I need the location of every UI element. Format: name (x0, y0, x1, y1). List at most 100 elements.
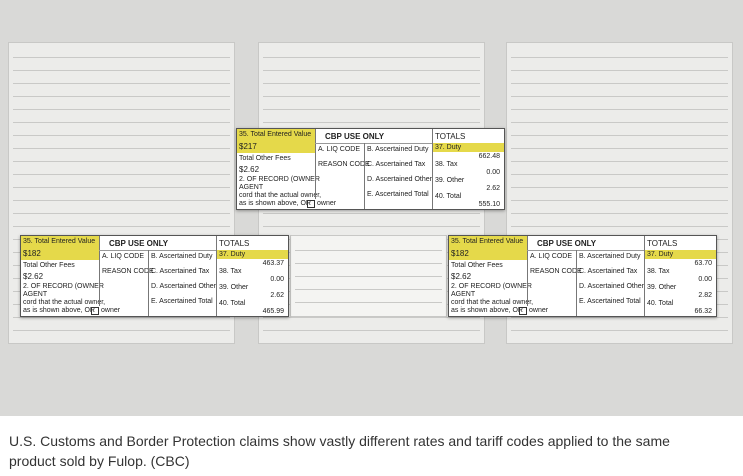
declaration: cord that the actual owner, (239, 192, 322, 199)
declaration: as is shown above, OR (239, 200, 311, 207)
field-label: AGENT (23, 291, 48, 298)
form-rule (13, 213, 230, 214)
field-label: 39. Other (435, 177, 465, 184)
field-label: A. LIQ CODE (102, 253, 145, 260)
field-value: 2.62 (270, 292, 284, 299)
field-value: 2.82 (698, 292, 712, 299)
field-label: E. Ascertained Total (367, 191, 429, 198)
highlight (645, 250, 716, 259)
divider (216, 236, 217, 316)
declaration: as is shown above, OR (23, 307, 95, 314)
divider (99, 236, 100, 306)
field-label: 39. Other (647, 284, 677, 291)
divider (99, 250, 216, 251)
form-rule (13, 135, 230, 136)
field-label: B. Ascertained Duty (151, 253, 213, 260)
form-rule (263, 109, 480, 110)
divider (527, 236, 528, 306)
form-rule (263, 57, 480, 58)
form-rule (13, 226, 230, 227)
form-rule (295, 263, 442, 264)
field-label: 2. OF RECORD (OWNER (23, 283, 104, 290)
form-rule (511, 148, 728, 149)
form-rule (13, 200, 230, 201)
form-rule (13, 330, 230, 331)
form-rule (511, 174, 728, 175)
declaration: cord that the actual owner, (23, 299, 106, 306)
form-rule (13, 70, 230, 71)
field-label: B. Ascertained Duty (579, 253, 641, 260)
field-label: AGENT (451, 291, 476, 298)
form-rule (511, 187, 728, 188)
form-rule (13, 109, 230, 110)
field-label: A. LIQ CODE (318, 146, 361, 153)
checkbox (519, 307, 527, 315)
field-label: REASON CODE (530, 268, 582, 275)
field-value: $217 (239, 142, 257, 151)
field-value: $182 (23, 249, 41, 258)
declaration: owner (529, 307, 549, 314)
field-label: A. LIQ CODE (530, 253, 573, 260)
field-label: 35. Total Entered Value (239, 131, 312, 138)
form-rule (263, 330, 480, 331)
field-value: 0.00 (486, 169, 500, 176)
highlight (237, 129, 315, 153)
form-rule (13, 187, 230, 188)
callout: 35. Total Entered Value $217 Total Other F… (236, 128, 505, 210)
field-label: 38. Tax (647, 268, 670, 275)
highlight (21, 236, 99, 260)
divider (644, 236, 645, 316)
field-label: C. Ascertained Tax (151, 268, 210, 275)
callout: 35. Total Entered Value $182 Total Other F… (20, 235, 289, 317)
form-rule (263, 213, 480, 214)
declaration: cord that the actual owner, (451, 299, 534, 306)
field-value: 0.00 (698, 276, 712, 283)
checkbox (91, 307, 99, 315)
highlight (217, 250, 288, 259)
field-value: $2.62 (23, 272, 44, 281)
form-rule (295, 302, 442, 303)
form-rule (295, 289, 442, 290)
field-value: 66.32 (694, 308, 712, 315)
field-value: $182 (451, 249, 469, 258)
form-rule (263, 122, 480, 123)
section-header: CBP USE ONLY (325, 132, 385, 141)
field-label: Total Other Fees (239, 155, 291, 162)
field-label: Total Other Fees (23, 262, 75, 269)
form-rule (511, 122, 728, 123)
field-label: 38. Tax (435, 161, 458, 168)
form-rule (511, 83, 728, 84)
field-value: 465.99 (262, 308, 284, 315)
field-value: 662.48 (478, 153, 500, 160)
field-value: 2.62 (486, 185, 500, 192)
form-rule (511, 226, 728, 227)
divider (315, 143, 432, 144)
field-label: D. Ascertained Other (151, 283, 216, 290)
divider (148, 250, 149, 316)
field-label: D. Ascertained Other (579, 283, 644, 290)
form-rule (13, 57, 230, 58)
form-rule (295, 276, 442, 277)
field-value: $2.62 (239, 165, 260, 174)
checkbox (307, 200, 315, 208)
field-value: $2.62 (451, 272, 472, 281)
field-label: 38. Tax (219, 268, 242, 275)
form-rule (511, 70, 728, 71)
form-rule (13, 96, 230, 97)
form-rule (13, 174, 230, 175)
form-rule (511, 135, 728, 136)
field-label: E. Ascertained Total (151, 298, 213, 305)
form-detail (290, 235, 447, 317)
form-rule (295, 250, 442, 251)
field-label: E. Ascertained Total (579, 298, 641, 305)
declaration: as is shown above, OR (451, 307, 523, 314)
form-rule (511, 330, 728, 331)
form-rule (263, 317, 480, 318)
form-rule (511, 317, 728, 318)
divider (315, 129, 316, 199)
field-label: D. Ascertained Other (367, 176, 432, 183)
field-label: 35. Total Entered Value (451, 238, 524, 245)
field-label: 37. Duty (435, 144, 462, 151)
declaration: owner (317, 200, 337, 207)
